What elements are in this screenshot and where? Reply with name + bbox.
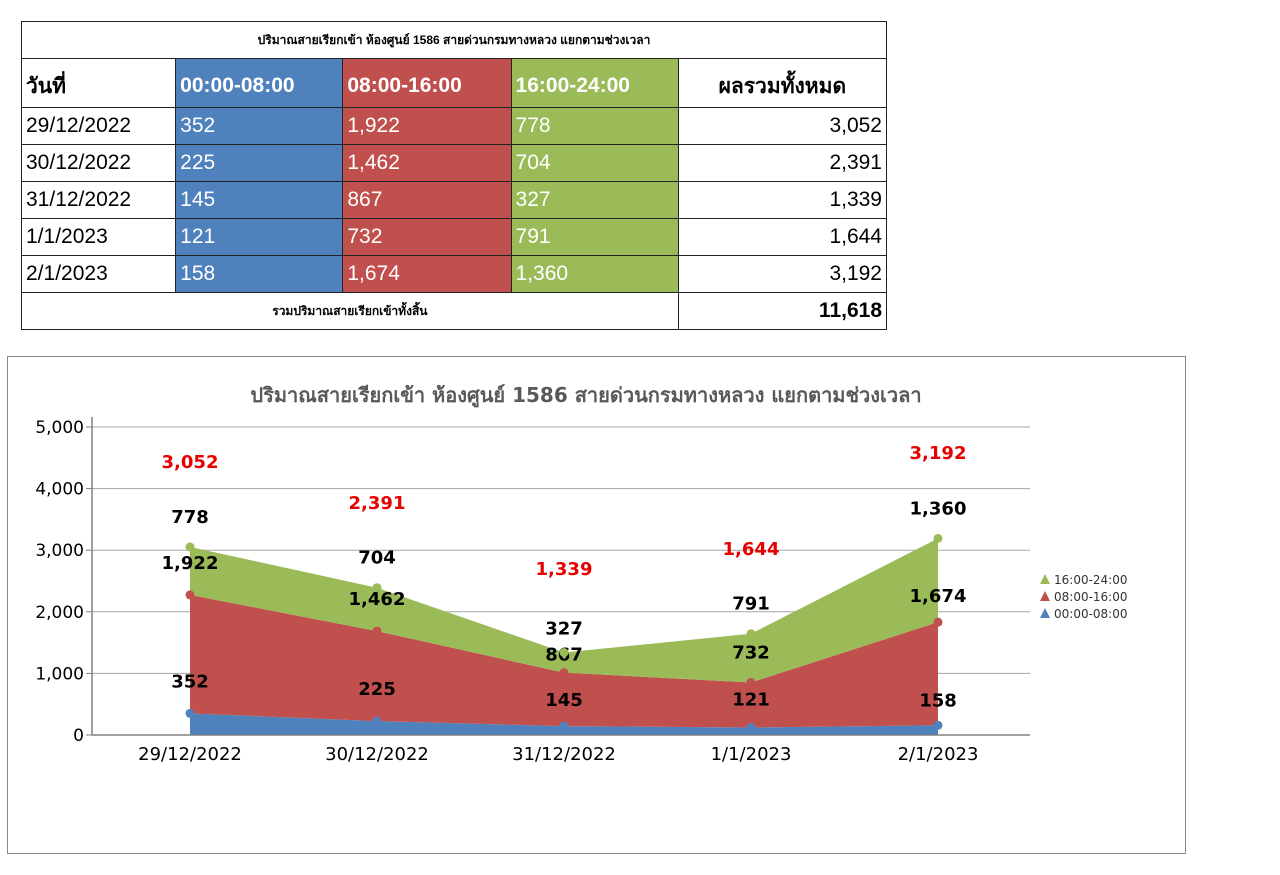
row-shift-night: 158 [175,255,344,293]
table-row: 30/12/2022 225 1,462 704 2,391 [20,144,888,182]
data-label: 225 [358,679,396,700]
y-tick-label: 4,000 [35,480,84,500]
row-shift-evening: 327 [510,181,679,219]
header-shift-evening: 16:00-24:00 [510,58,679,108]
x-tick-label: 29/12/2022 [138,744,242,765]
row-date: 31/12/2022 [20,181,177,219]
data-label: 158 [919,690,957,711]
legend-label: 08:00-16:00 [1054,590,1128,604]
table-title: ปริมาณสายเรียกเข้า ห้องศูนย์ 1586 สายด่ว… [21,21,887,59]
row-shift-evening: 791 [510,218,679,256]
row-shift-night: 145 [175,181,344,219]
data-point [559,721,569,731]
total-label: 2,391 [349,493,406,514]
data-point [746,629,756,639]
footer-label: รวมปริมาณสายเรียกเข้าทั้งสิ้น [21,292,679,330]
data-label: 352 [171,671,209,692]
table-header-row: วันที่ 00:00-08:00 08:00-16:00 16:00-24:… [20,58,888,108]
row-shift-day: 867 [342,181,512,219]
row-shift-night: 225 [175,144,344,182]
legend-marker-icon [1040,574,1050,584]
row-date: 29/12/2022 [20,107,177,145]
area-08:00-16:00 [190,594,938,728]
table-row: 2/1/2023 158 1,674 1,360 3,192 [20,255,888,293]
header-date: วันที่ [20,58,177,108]
data-label: 327 [545,619,583,640]
y-tick-label: 5,000 [35,418,84,438]
row-total: 3,192 [677,255,888,293]
data-point [746,677,756,687]
row-shift-evening: 778 [510,107,679,145]
data-label: 1,922 [162,553,219,574]
table-row: 1/1/2023 121 732 791 1,644 [20,218,888,256]
row-shift-day: 732 [342,218,512,256]
x-tick-label: 30/12/2022 [325,744,429,765]
data-label: 145 [545,690,583,711]
row-total: 1,339 [677,181,888,219]
table-row: 31/12/2022 145 867 327 1,339 [20,181,888,219]
total-label: 3,052 [162,452,219,473]
legend-marker-icon [1040,608,1050,618]
row-shift-day: 1,674 [342,255,512,293]
data-label: 704 [358,548,396,569]
data-label: 1,360 [910,498,967,519]
row-total: 3,052 [677,107,888,145]
total-label: 1,644 [723,539,780,560]
row-shift-night: 121 [175,218,344,256]
data-point [185,708,195,718]
table-title-row: ปริมาณสายเรียกเข้า ห้องศูนย์ 1586 สายด่ว… [21,21,887,59]
data-label: 791 [732,594,770,615]
header-shift-day: 08:00-16:00 [342,58,512,108]
data-point [933,720,943,730]
data-label: 1,462 [349,589,406,610]
row-date: 30/12/2022 [20,144,177,182]
data-point [746,723,756,733]
data-point [372,716,382,726]
row-total: 1,644 [677,218,888,256]
data-point [933,617,943,627]
legend-marker-icon [1040,591,1050,601]
chart-container: ปริมาณสายเรียกเข้า ห้องศูนย์ 1586 สายด่ว… [7,356,1186,854]
y-tick-label: 2,000 [35,603,84,623]
row-shift-night: 352 [175,107,344,145]
legend-label: 00:00-08:00 [1054,607,1128,621]
data-label: 121 [732,690,770,711]
total-label: 3,192 [910,443,967,464]
chart-title: ปริมาณสายเรียกเข้า ห้องศูนย์ 1586 สายด่ว… [250,383,921,409]
stacked-area-chart: ปริมาณสายเรียกเข้า ห้องศูนย์ 1586 สายด่ว… [35,383,1128,765]
row-shift-day: 1,922 [342,107,512,145]
header-total: ผลรวมทั้งหมด [677,58,888,108]
data-point [185,542,195,552]
y-tick-label: 1,000 [35,664,84,684]
area-16:00-24:00 [190,538,938,683]
row-shift-day: 1,462 [342,144,512,182]
table-footer-row: รวมปริมาณสายเรียกเข้าทั้งสิ้น 11,618 [21,292,888,330]
y-tick-label: 3,000 [35,541,84,561]
data-point [372,583,382,593]
x-tick-label: 2/1/2023 [898,744,979,765]
total-label: 1,339 [536,559,593,580]
data-point [559,648,569,658]
grand-total: 11,618 [677,292,888,330]
table-row: 29/12/2022 352 1,922 778 3,052 [20,107,888,145]
y-tick-label: 0 [73,726,84,746]
data-point [372,626,382,636]
data-label: 732 [732,642,770,663]
header-shift-night: 00:00-08:00 [175,58,344,108]
data-point [559,668,569,678]
row-shift-evening: 1,360 [510,255,679,293]
calls-table: ปริมาณสายเรียกเข้า ห้องศูนย์ 1586 สายด่ว… [20,21,888,330]
row-date: 2/1/2023 [20,255,177,293]
data-point [933,533,943,543]
data-label: 778 [171,507,209,528]
row-date: 1/1/2023 [20,218,177,256]
row-shift-evening: 704 [510,144,679,182]
data-point [185,590,195,600]
x-tick-label: 31/12/2022 [512,744,616,765]
row-total: 2,391 [677,144,888,182]
x-tick-label: 1/1/2023 [711,744,792,765]
legend-label: 16:00-24:00 [1054,573,1128,587]
data-label: 1,674 [910,586,967,607]
